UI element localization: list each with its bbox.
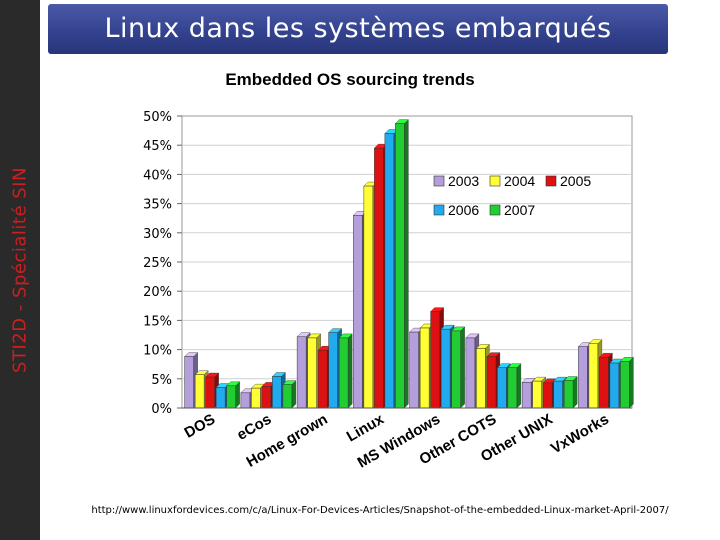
bar-2006-3 [384,133,395,409]
bar-2006-2 [328,332,338,409]
bar-side [347,333,353,409]
bar-2005-6 [542,382,553,409]
x-tick-label: eCos [234,411,274,444]
bar-2006-4 [440,328,451,409]
bar-2006-5 [497,367,507,409]
x-tick-label: Linux [344,410,388,445]
bar-2003-0 [184,356,194,409]
bar-side [629,356,634,409]
y-tick-label: 50% [143,110,172,125]
bar-2005-0 [205,376,215,409]
legend-swatch-2004 [489,175,501,187]
legend-swatch-2007 [489,204,501,216]
chart-title: Embedded OS sourcing trends [225,70,475,89]
y-tick-label: 15% [143,314,172,329]
source-url: http://www.linuxfordevices.com/c/a/Linux… [91,505,669,516]
y-tick-label: 0% [151,402,172,417]
bar-2007-4 [451,330,461,409]
y-tick-label: 30% [143,227,172,242]
bar-2005-4 [430,311,440,409]
legend-label-2006: 2006 [448,202,479,218]
x-tick-label: VxWorks [548,411,612,458]
bar-2004-1 [251,387,261,409]
bar-2003-1 [240,392,251,409]
y-tick-label: 5% [151,373,172,388]
bar-2004-6 [532,380,542,409]
legend-swatch-2006 [433,204,445,216]
legend-label-2005: 2005 [560,173,591,189]
bar-side [235,381,240,409]
y-tick-label: 40% [143,168,172,183]
legend-label-2003: 2003 [448,173,479,189]
bar-2006-6 [553,380,563,409]
bar-2004-2 [307,337,317,409]
y-tick-label: 10% [143,344,172,359]
legend-label-2007: 2007 [504,202,535,218]
bar-2007-2 [338,337,349,409]
bar-2004-7 [588,343,599,409]
sidebar: STI2D - Spécialité SIN [0,0,40,540]
x-tick-label: DOS [181,411,218,442]
bar-2004-5 [476,348,486,409]
bar-2003-2 [296,336,307,409]
bar-2007-0 [226,385,236,409]
bar-2005-7 [599,356,609,409]
bar-2007-3 [395,123,405,409]
legend-swatch-2003 [433,175,445,187]
bar-2006-7 [609,362,620,409]
bar-2007-1 [282,384,293,409]
bar-2004-3 [363,185,374,409]
legend-swatch-2005 [545,175,557,187]
bar-2006-0 [215,387,226,409]
bar-2007-7 [620,361,630,409]
bar-side [516,363,522,409]
bar-2003-5 [465,337,476,409]
bar-2005-1 [261,386,272,409]
y-tick-label: 45% [143,139,172,154]
bar-2003-3 [353,215,363,409]
bar-2005-2 [317,349,328,409]
bar-2007-5 [507,367,518,409]
slide-title: Linux dans les systèmes embarqués [104,13,612,44]
bar-2003-4 [409,331,419,409]
bar-2005-3 [374,147,384,409]
y-tick-label: 20% [143,285,172,300]
bar-side [404,119,409,409]
y-tick-label: 35% [143,198,172,213]
bar-2003-7 [578,346,588,409]
bar-2004-4 [419,327,430,409]
bar-side [572,376,578,409]
bar-side [460,326,465,409]
title-banner: Linux dans les systèmes embarqués [48,4,668,54]
bar-2005-5 [486,356,497,409]
bar-side [291,380,297,409]
bar-2006-1 [272,376,282,409]
y-tick-label: 25% [143,256,172,271]
bar-2003-6 [521,382,532,409]
bar-2007-6 [563,380,574,409]
bar-2004-0 [194,374,205,409]
legend-label-2004: 2004 [504,173,535,189]
